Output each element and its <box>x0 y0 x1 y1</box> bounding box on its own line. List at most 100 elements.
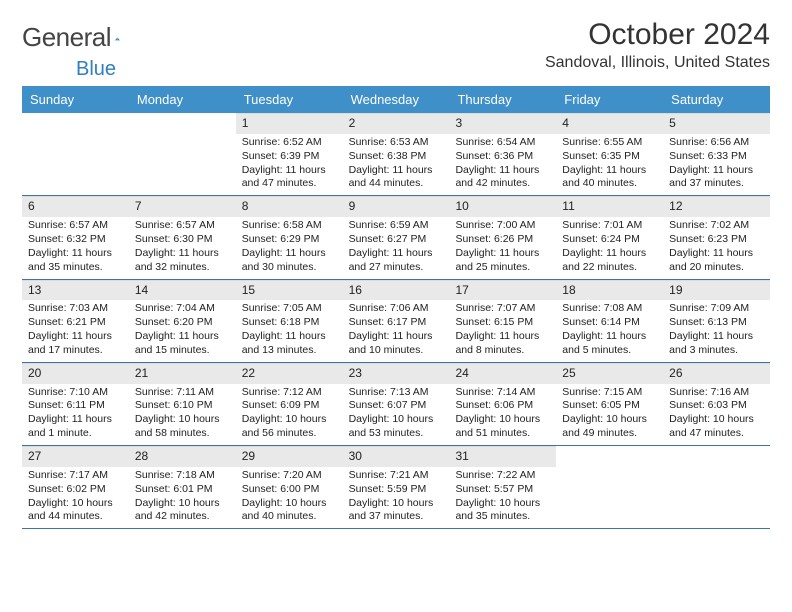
sunrise-text: Sunrise: 7:22 AM <box>455 469 550 483</box>
day-number: 23 <box>343 363 450 384</box>
day-number: 12 <box>663 196 770 217</box>
daylight-text: Daylight: 11 hours and 42 minutes. <box>455 164 550 192</box>
day-number: 11 <box>556 196 663 217</box>
sunrise-text: Sunrise: 7:04 AM <box>135 302 230 316</box>
daylight-text: Daylight: 11 hours and 27 minutes. <box>349 247 444 275</box>
day-number: 18 <box>556 280 663 301</box>
sunset-text: Sunset: 6:26 PM <box>455 233 550 247</box>
day-number: 25 <box>556 363 663 384</box>
day-number: 5 <box>663 113 770 134</box>
sunset-text: Sunset: 6:09 PM <box>242 399 337 413</box>
day-cell: 7Sunrise: 6:57 AMSunset: 6:30 PMDaylight… <box>129 196 236 278</box>
sunrise-text: Sunrise: 7:01 AM <box>562 219 657 233</box>
day-cell: 10Sunrise: 7:00 AMSunset: 6:26 PMDayligh… <box>449 196 556 278</box>
day-header: Sunday <box>22 86 129 113</box>
day-number: 22 <box>236 363 343 384</box>
week-row: 20Sunrise: 7:10 AMSunset: 6:11 PMDayligh… <box>22 363 770 446</box>
day-cell: 27Sunrise: 7:17 AMSunset: 6:02 PMDayligh… <box>22 446 129 528</box>
day-body: Sunrise: 7:00 AMSunset: 6:26 PMDaylight:… <box>449 217 556 278</box>
calendar-page: General October 2024 Sandoval, Illinois,… <box>0 0 792 529</box>
sunrise-text: Sunrise: 7:05 AM <box>242 302 337 316</box>
sunrise-text: Sunrise: 6:57 AM <box>135 219 230 233</box>
day-number: 1 <box>236 113 343 134</box>
daylight-text: Daylight: 10 hours and 44 minutes. <box>28 497 123 525</box>
daylight-text: Daylight: 11 hours and 15 minutes. <box>135 330 230 358</box>
day-body: Sunrise: 7:15 AMSunset: 6:05 PMDaylight:… <box>556 384 663 445</box>
sunset-text: Sunset: 6:14 PM <box>562 316 657 330</box>
day-number: 13 <box>22 280 129 301</box>
day-body: Sunrise: 7:01 AMSunset: 6:24 PMDaylight:… <box>556 217 663 278</box>
day-cell: 23Sunrise: 7:13 AMSunset: 6:07 PMDayligh… <box>343 363 450 445</box>
sunset-text: Sunset: 6:21 PM <box>28 316 123 330</box>
day-body: Sunrise: 7:17 AMSunset: 6:02 PMDaylight:… <box>22 467 129 528</box>
day-cell: 19Sunrise: 7:09 AMSunset: 6:13 PMDayligh… <box>663 280 770 362</box>
day-body: Sunrise: 7:20 AMSunset: 6:00 PMDaylight:… <box>236 467 343 528</box>
day-body: Sunrise: 7:14 AMSunset: 6:06 PMDaylight:… <box>449 384 556 445</box>
sunset-text: Sunset: 5:59 PM <box>349 483 444 497</box>
day-cell: 4Sunrise: 6:55 AMSunset: 6:35 PMDaylight… <box>556 113 663 195</box>
location-text: Sandoval, Illinois, United States <box>545 54 770 72</box>
week-row: 13Sunrise: 7:03 AMSunset: 6:21 PMDayligh… <box>22 280 770 363</box>
day-number: 7 <box>129 196 236 217</box>
day-header: Thursday <box>449 86 556 113</box>
sunset-text: Sunset: 6:36 PM <box>455 150 550 164</box>
day-body: Sunrise: 7:03 AMSunset: 6:21 PMDaylight:… <box>22 300 129 361</box>
sunset-text: Sunset: 6:24 PM <box>562 233 657 247</box>
day-number: 17 <box>449 280 556 301</box>
day-number: 6 <box>22 196 129 217</box>
day-cell: 5Sunrise: 6:56 AMSunset: 6:33 PMDaylight… <box>663 113 770 195</box>
daylight-text: Daylight: 10 hours and 58 minutes. <box>135 413 230 441</box>
week-row: 6Sunrise: 6:57 AMSunset: 6:32 PMDaylight… <box>22 196 770 279</box>
day-number: 16 <box>343 280 450 301</box>
day-number: 31 <box>449 446 556 467</box>
sunset-text: Sunset: 6:10 PM <box>135 399 230 413</box>
sunset-text: Sunset: 6:27 PM <box>349 233 444 247</box>
day-body: Sunrise: 7:13 AMSunset: 6:07 PMDaylight:… <box>343 384 450 445</box>
day-body: Sunrise: 7:16 AMSunset: 6:03 PMDaylight:… <box>663 384 770 445</box>
day-header: Wednesday <box>343 86 450 113</box>
sunset-text: Sunset: 6:00 PM <box>242 483 337 497</box>
day-number: 9 <box>343 196 450 217</box>
daylight-text: Daylight: 11 hours and 3 minutes. <box>669 330 764 358</box>
sunset-text: Sunset: 6:13 PM <box>669 316 764 330</box>
week-row: 27Sunrise: 7:17 AMSunset: 6:02 PMDayligh… <box>22 446 770 529</box>
day-header-row: SundayMondayTuesdayWednesdayThursdayFrid… <box>22 86 770 113</box>
sunset-text: Sunset: 6:02 PM <box>28 483 123 497</box>
sunrise-text: Sunrise: 7:03 AM <box>28 302 123 316</box>
day-body: Sunrise: 7:07 AMSunset: 6:15 PMDaylight:… <box>449 300 556 361</box>
day-number: 20 <box>22 363 129 384</box>
sunrise-text: Sunrise: 7:10 AM <box>28 386 123 400</box>
sunset-text: Sunset: 6:39 PM <box>242 150 337 164</box>
daylight-text: Daylight: 11 hours and 13 minutes. <box>242 330 337 358</box>
daylight-text: Daylight: 11 hours and 40 minutes. <box>562 164 657 192</box>
day-body: Sunrise: 7:06 AMSunset: 6:17 PMDaylight:… <box>343 300 450 361</box>
daylight-text: Daylight: 11 hours and 25 minutes. <box>455 247 550 275</box>
day-cell: 20Sunrise: 7:10 AMSunset: 6:11 PMDayligh… <box>22 363 129 445</box>
sunrise-text: Sunrise: 7:11 AM <box>135 386 230 400</box>
day-number: 2 <box>343 113 450 134</box>
day-body: Sunrise: 7:12 AMSunset: 6:09 PMDaylight:… <box>236 384 343 445</box>
day-body: Sunrise: 7:04 AMSunset: 6:20 PMDaylight:… <box>129 300 236 361</box>
sunrise-text: Sunrise: 6:59 AM <box>349 219 444 233</box>
day-body: Sunrise: 6:52 AMSunset: 6:39 PMDaylight:… <box>236 134 343 195</box>
daylight-text: Daylight: 10 hours and 35 minutes. <box>455 497 550 525</box>
daylight-text: Daylight: 11 hours and 17 minutes. <box>28 330 123 358</box>
sunset-text: Sunset: 6:01 PM <box>135 483 230 497</box>
sunrise-text: Sunrise: 7:14 AM <box>455 386 550 400</box>
daylight-text: Daylight: 11 hours and 30 minutes. <box>242 247 337 275</box>
day-number: 21 <box>129 363 236 384</box>
day-number: 24 <box>449 363 556 384</box>
day-body: Sunrise: 7:11 AMSunset: 6:10 PMDaylight:… <box>129 384 236 445</box>
sunrise-text: Sunrise: 6:53 AM <box>349 136 444 150</box>
day-cell: 3Sunrise: 6:54 AMSunset: 6:36 PMDaylight… <box>449 113 556 195</box>
sunset-text: Sunset: 6:38 PM <box>349 150 444 164</box>
sunrise-text: Sunrise: 7:06 AM <box>349 302 444 316</box>
daylight-text: Daylight: 10 hours and 56 minutes. <box>242 413 337 441</box>
sunset-text: Sunset: 6:05 PM <box>562 399 657 413</box>
day-body: Sunrise: 6:53 AMSunset: 6:38 PMDaylight:… <box>343 134 450 195</box>
day-cell: 2Sunrise: 6:53 AMSunset: 6:38 PMDaylight… <box>343 113 450 195</box>
sunset-text: Sunset: 6:20 PM <box>135 316 230 330</box>
day-body: Sunrise: 6:56 AMSunset: 6:33 PMDaylight:… <box>663 134 770 195</box>
day-cell: 22Sunrise: 7:12 AMSunset: 6:09 PMDayligh… <box>236 363 343 445</box>
day-cell: 28Sunrise: 7:18 AMSunset: 6:01 PMDayligh… <box>129 446 236 528</box>
